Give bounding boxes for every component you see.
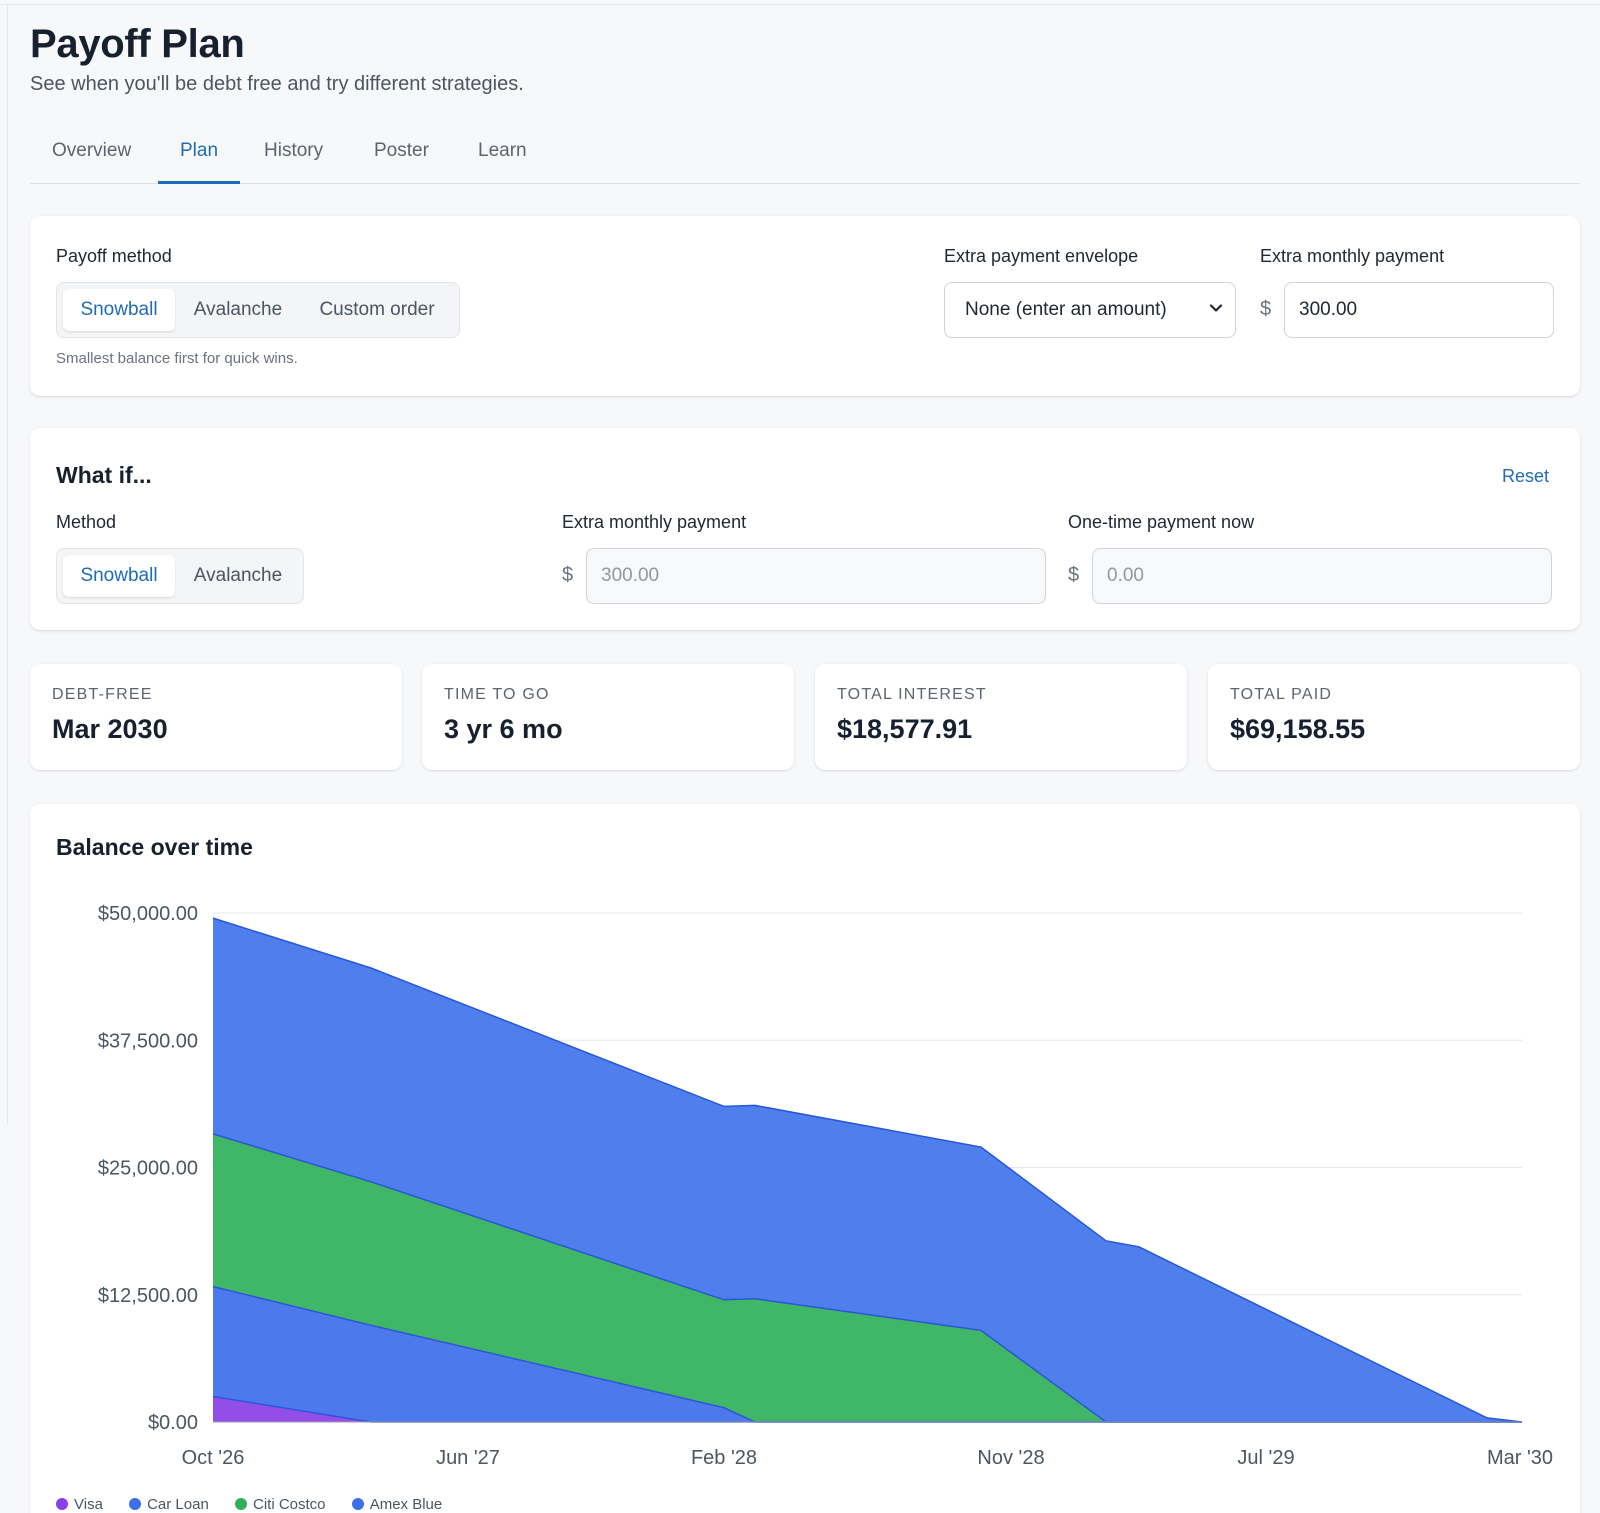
- stat-label: TIME TO GO: [444, 686, 550, 703]
- window-left-border: [7, 4, 8, 1124]
- whatif-extra-label: Extra monthly payment: [562, 512, 747, 532]
- legend-item-citi-costco[interactable]: Citi Costco: [234, 1496, 326, 1513]
- tab-history[interactable]: History: [264, 140, 324, 161]
- onetime-currency: $: [1068, 564, 1080, 586]
- what-if-title: What if...: [56, 462, 152, 488]
- page-title: Payoff Plan: [30, 22, 245, 66]
- stat-label: TOTAL INTEREST: [837, 686, 987, 703]
- method-snowball-button[interactable]: Snowball: [63, 289, 175, 331]
- method-hint: Smallest balance first for quick wins.: [56, 350, 298, 367]
- legend-dot: [351, 1498, 364, 1510]
- legend-label: Visa: [74, 1496, 103, 1513]
- x-tick-label: Feb '28: [691, 1447, 757, 1469]
- legend-label: Car Loan: [147, 1496, 209, 1513]
- x-tick-label: Jul '29: [1237, 1447, 1294, 1469]
- legend-dot: [234, 1498, 247, 1510]
- area-citi-costco: [213, 1133, 1522, 1422]
- what-if-card: What if... Reset Method Snowball Avalanc…: [30, 428, 1580, 630]
- onetime-payment-label: One-time payment now: [1068, 512, 1255, 532]
- legend-item-amex-blue[interactable]: Amex Blue: [351, 1496, 443, 1513]
- stat-total-interest: TOTAL INTEREST $18,577.91: [815, 664, 1187, 770]
- chevron-down-icon: [1209, 304, 1223, 312]
- whatif-method-label: Method: [56, 512, 117, 532]
- whatif-extra-currency: $: [562, 564, 574, 586]
- stat-time-to-go: TIME TO GO 3 yr 6 mo: [422, 664, 794, 770]
- payoff-method-label: Payoff method: [56, 246, 172, 266]
- extra-payment-input[interactable]: 300.00: [1284, 282, 1554, 338]
- x-tick-label: Mar '30: [1487, 1447, 1553, 1469]
- whatif-snowball-button[interactable]: Snowball: [63, 555, 175, 597]
- stat-label: TOTAL PAID: [1230, 686, 1333, 703]
- stat-value: Mar 2030: [52, 714, 168, 744]
- area-visa: [213, 1396, 1522, 1422]
- onetime-payment-input[interactable]: 0.00: [1092, 548, 1552, 604]
- page-subtitle: See when you'll be debt free and try dif…: [30, 73, 524, 95]
- tab-overview[interactable]: Overview: [52, 140, 132, 161]
- stat-label: DEBT-FREE: [52, 686, 153, 703]
- window-top-border: [0, 4, 1600, 5]
- legend-dot: [56, 1498, 68, 1510]
- y-tick-label: $37,500.00: [98, 1030, 198, 1052]
- x-tick-label: Jun '27: [436, 1447, 500, 1469]
- legend-dot: [129, 1498, 142, 1510]
- envelope-select-value: None (enter an amount): [965, 299, 1167, 320]
- stat-value: $18,577.91: [837, 714, 973, 744]
- legend-item-visa[interactable]: Visa: [56, 1496, 103, 1513]
- chart-legend: Visa Car Loan Citi Costco Amex Blue: [56, 1496, 464, 1513]
- envelope-label: Extra payment envelope: [944, 246, 1139, 266]
- line-amex-blue: [212, 917, 1523, 1423]
- y-tick-label: $25,000.00: [98, 1158, 198, 1180]
- stat-value: 3 yr 6 mo: [444, 714, 563, 744]
- extra-payment-label: Extra monthly payment: [1260, 246, 1445, 266]
- method-avalanche-button[interactable]: Avalanche: [193, 299, 283, 320]
- whatif-extra-input[interactable]: 300.00: [586, 548, 1046, 604]
- reset-link[interactable]: Reset: [1502, 466, 1550, 486]
- tab-plan[interactable]: Plan: [158, 132, 241, 184]
- area-car-loan: [213, 1286, 1522, 1422]
- whatif-avalanche-button[interactable]: Avalanche: [193, 565, 283, 586]
- x-tick-label: Nov '28: [977, 1447, 1044, 1469]
- legend-label: Citi Costco: [252, 1496, 326, 1513]
- y-tick-label: $12,500.00: [98, 1285, 198, 1307]
- payoff-method-selector: Snowball Avalanche Custom order: [56, 282, 460, 338]
- stat-total-paid: TOTAL PAID $69,158.55: [1208, 664, 1580, 770]
- stat-debt-free: DEBT-FREE Mar 2030: [30, 664, 402, 770]
- envelope-select[interactable]: None (enter an amount): [944, 282, 1236, 338]
- stat-value: $69,158.55: [1230, 714, 1366, 744]
- payoff-settings-card: Payoff method Snowball Avalanche Custom …: [30, 216, 1580, 396]
- area-amex-blue: [213, 918, 1522, 1422]
- y-tick-label: $0.00: [148, 1412, 198, 1434]
- tab-learn[interactable]: Learn: [478, 140, 527, 161]
- legend-label: Amex Blue: [369, 1496, 443, 1513]
- legend-item-car-loan[interactable]: Car Loan: [129, 1496, 209, 1513]
- y-tick-label: $50,000.00: [98, 903, 198, 925]
- chart-title: Balance over time: [56, 834, 253, 860]
- method-custom-order-button[interactable]: Custom order: [319, 299, 435, 320]
- tab-bar: Overview Plan History Poster Learn: [30, 132, 1580, 184]
- whatif-method-selector: Snowball Avalanche: [56, 548, 304, 604]
- currency-symbol: $: [1260, 298, 1272, 320]
- tab-poster[interactable]: Poster: [374, 140, 429, 161]
- x-tick-label: Oct '26: [182, 1447, 245, 1469]
